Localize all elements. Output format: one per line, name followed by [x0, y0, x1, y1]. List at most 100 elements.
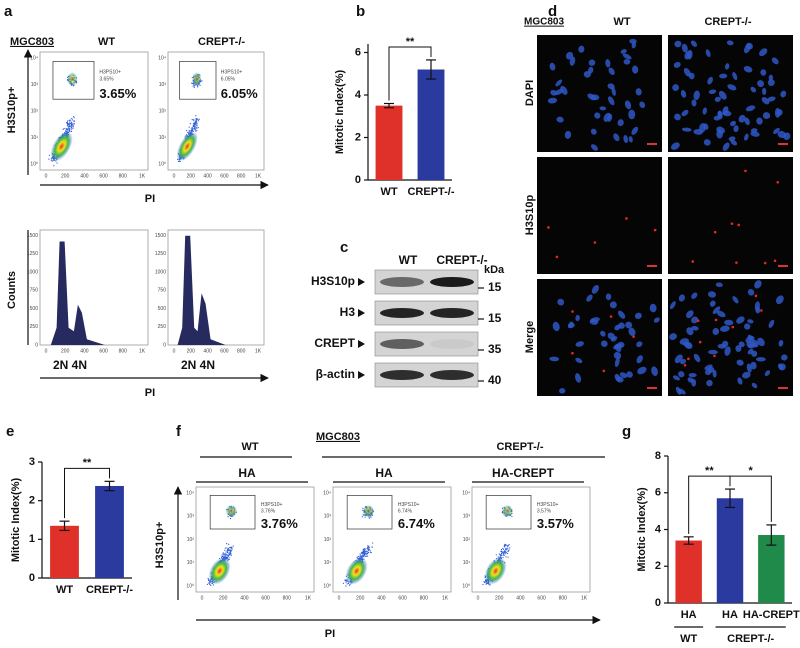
hist-y-tick-label: 0 [163, 342, 166, 348]
flow-dot [508, 549, 510, 551]
flow-dot [193, 125, 195, 127]
group-label: CREPT-/- [496, 441, 543, 453]
nucleus [605, 59, 611, 68]
column-label: CREPT-/- [704, 16, 751, 28]
nucleus [747, 334, 753, 341]
flow-dot [71, 119, 73, 121]
flow-dot [193, 119, 195, 122]
flow-dot [196, 129, 198, 131]
flow-dot [189, 123, 192, 125]
axis-label: H3S10p+ [6, 87, 18, 134]
nucleus [736, 316, 745, 324]
flow-x-tick-label: 400 [80, 173, 89, 179]
flow-dot [366, 555, 369, 557]
blot-column: WT [399, 253, 418, 267]
nucleus [575, 357, 583, 364]
row-arrow [358, 371, 365, 379]
mitotic-cell [773, 259, 777, 263]
flow-dot [50, 160, 52, 162]
nucleus [688, 372, 697, 378]
nucleus [672, 375, 680, 381]
flow-dot [226, 550, 228, 552]
nucleus [754, 280, 762, 289]
group-label: WT [241, 441, 258, 453]
nucleus [686, 310, 694, 319]
flow-dot [505, 556, 507, 558]
flow-dot [369, 550, 371, 552]
gate-percent-small: 6.74% [398, 508, 413, 514]
y-tick-label: 1 [29, 533, 35, 545]
flow-dot [221, 556, 223, 558]
nucleus [575, 373, 582, 383]
y-tick-label: 4 [655, 523, 662, 535]
flow-y-tick-label: 10⁴ [323, 490, 331, 496]
flow-dot [505, 551, 507, 553]
flow-dot [196, 123, 198, 125]
flow-dot [229, 547, 231, 549]
flow-y-tick-label: 10² [159, 108, 167, 114]
nucleus [675, 386, 682, 395]
error-bar [725, 488, 735, 509]
mitotic-cell [776, 180, 780, 184]
flow-dot [197, 127, 199, 129]
blot-band [430, 277, 474, 287]
gate-label: H3PS10+ [537, 502, 559, 508]
nucleus [745, 42, 753, 50]
nucleus [712, 369, 717, 378]
nucleus [756, 117, 763, 125]
nucleus [750, 128, 758, 133]
nucleus [624, 100, 632, 110]
y-tick-label: 2 [29, 495, 35, 507]
nucleus [639, 101, 646, 109]
nucleus [680, 90, 687, 98]
flow-dot [366, 552, 369, 555]
flow-y-tick-label: 10¹ [159, 135, 167, 141]
gate-label: H3PS10+ [99, 69, 121, 75]
flow-dot [363, 555, 365, 557]
flow-dot [195, 120, 197, 122]
nucleus [669, 301, 676, 310]
flow-dot [194, 129, 196, 131]
image-row-label: H3S10p [524, 195, 536, 236]
flow-dot [361, 555, 363, 558]
nucleus [678, 294, 685, 302]
nucleus [674, 40, 682, 48]
hist-y-tick-label: 0 [35, 342, 38, 348]
flow-dot [73, 120, 75, 122]
nucleus [578, 45, 585, 53]
nucleus [651, 366, 658, 377]
flow-dot [364, 548, 366, 550]
scale-bar [647, 143, 657, 145]
gate-percent-small: 3.57% [537, 508, 552, 514]
flow-dot [195, 130, 197, 132]
flow-dot [228, 554, 230, 556]
flow-dot [191, 127, 194, 129]
nucleus [713, 115, 721, 121]
blot-row-label: H3 [340, 305, 356, 319]
flow-dot [64, 130, 67, 132]
nucleus [555, 79, 563, 87]
flow-x-tick-label: 1K [442, 595, 449, 601]
flow-dot [231, 546, 233, 548]
nucleus [704, 364, 713, 370]
ploidy-label: 2N 4N [53, 358, 87, 372]
flow-x-tick-label: 1K [139, 173, 146, 179]
gate-percent: 3.76% [261, 516, 298, 531]
y-axis-label: Mitotic Index(%) [636, 487, 648, 572]
nucleus [708, 349, 718, 355]
mitotic-cell [754, 294, 758, 298]
flow-dot [226, 554, 229, 556]
flow-dot [222, 553, 224, 555]
row-arrow [358, 340, 365, 348]
flow-dot [56, 162, 58, 164]
gate-label: H3PS10+ [221, 69, 243, 75]
nucleus [681, 127, 692, 132]
flow-dot [188, 126, 190, 128]
panel-label: d [548, 3, 557, 20]
x-tick-label: CREPT-/- [407, 186, 454, 198]
hist-x-tick-label: 400 [80, 348, 89, 354]
nucleus [636, 355, 643, 364]
hist-y-tick-label: 1500 [27, 233, 38, 239]
flow-dot [62, 128, 64, 130]
nucleus [714, 96, 721, 102]
